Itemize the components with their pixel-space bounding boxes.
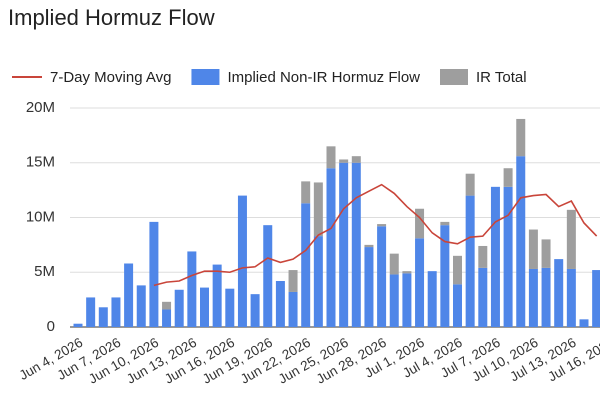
bar (592, 270, 600, 327)
bar (225, 288, 235, 327)
y-tick-label: 5M (34, 263, 55, 280)
bar (541, 239, 551, 268)
y-tick-label: 20M (26, 99, 55, 116)
bar (554, 259, 564, 327)
bar (389, 274, 399, 327)
bar (301, 181, 311, 204)
bar (566, 268, 576, 327)
bar (516, 118, 526, 157)
bar (503, 186, 513, 327)
bar (351, 162, 361, 327)
bar (478, 245, 488, 268)
bar (351, 156, 361, 163)
bar (415, 238, 425, 327)
y-tick-label: 15M (26, 154, 55, 171)
bar (377, 224, 387, 227)
bar (98, 307, 108, 327)
bar (326, 146, 336, 169)
bar (263, 225, 273, 327)
bar (402, 273, 412, 327)
bar (73, 323, 83, 327)
bar (579, 319, 589, 327)
bar (275, 281, 285, 327)
bar (288, 291, 298, 327)
bar (566, 209, 576, 269)
bar (453, 255, 462, 285)
bar (541, 267, 551, 327)
bar (326, 168, 336, 327)
bar (528, 229, 538, 269)
bar (162, 309, 172, 327)
bar (162, 301, 172, 310)
bar (440, 221, 450, 226)
bar (528, 268, 538, 327)
bar (212, 264, 222, 327)
bar (364, 247, 374, 327)
legend-label: Implied Non-IR Hormuz Flow (227, 69, 420, 86)
legend-label: IR Total (476, 69, 527, 86)
bar (465, 173, 475, 196)
bar (490, 186, 500, 327)
bar (288, 270, 298, 292)
legend-label: 7-Day Moving Avg (50, 69, 171, 86)
bar (503, 168, 513, 187)
bar (389, 253, 399, 275)
bar (111, 297, 121, 327)
bar (187, 251, 197, 327)
bar (86, 297, 96, 327)
bar (250, 294, 260, 327)
bar (124, 263, 134, 327)
bar (136, 285, 146, 327)
bar (237, 195, 247, 327)
bar (339, 162, 349, 327)
line (153, 183, 598, 287)
bar (377, 226, 387, 327)
bar (427, 271, 437, 327)
bar (402, 271, 412, 274)
bar (478, 267, 488, 327)
chart-title: Implied Hormuz Flow (8, 5, 215, 30)
bar (149, 221, 159, 327)
legend-swatch (440, 69, 468, 85)
bar (339, 159, 349, 163)
y-tick-label: 10M (26, 208, 55, 225)
bar (415, 208, 425, 239)
y-tick-label: 0 (47, 318, 55, 335)
bar (364, 244, 374, 248)
bar (301, 203, 311, 327)
bar (453, 284, 462, 327)
bar (440, 225, 450, 327)
bar (200, 287, 209, 327)
legend-swatch (191, 69, 220, 85)
bar (465, 195, 475, 327)
bar (313, 236, 323, 327)
bar (516, 156, 526, 327)
bar (313, 182, 323, 237)
bar (174, 289, 184, 327)
